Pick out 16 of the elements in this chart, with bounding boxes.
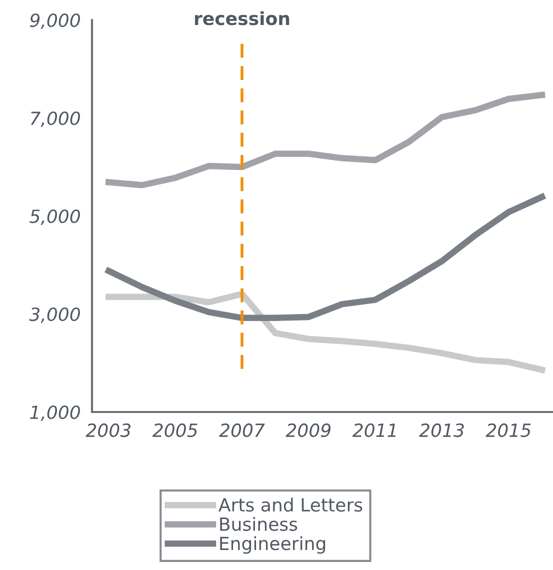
y-tick-label: 3,000 bbox=[29, 307, 80, 323]
y-tick-label: 7,000 bbox=[30, 111, 80, 127]
legend-label: Arts and Letters bbox=[218, 498, 362, 512]
x-tick-label: 2005 bbox=[152, 423, 198, 438]
y-tick-label: 1,000 bbox=[30, 405, 80, 421]
x-tick-label: 2011 bbox=[352, 423, 396, 438]
y-tick-label: 9,000 bbox=[30, 13, 80, 29]
y-tick-label: 5,000 bbox=[30, 209, 80, 225]
x-tick-label: 2003 bbox=[86, 423, 130, 438]
legend-label: Business bbox=[220, 516, 298, 531]
x-tick-label: 2009 bbox=[286, 423, 331, 438]
ref-line-label: recession bbox=[195, 11, 290, 26]
legend-label: Engineering bbox=[220, 536, 326, 554]
x-tick-label: 2013 bbox=[419, 423, 464, 438]
x-tick-label: 2015 bbox=[486, 423, 531, 438]
x-tick-label: 2007 bbox=[219, 423, 265, 438]
